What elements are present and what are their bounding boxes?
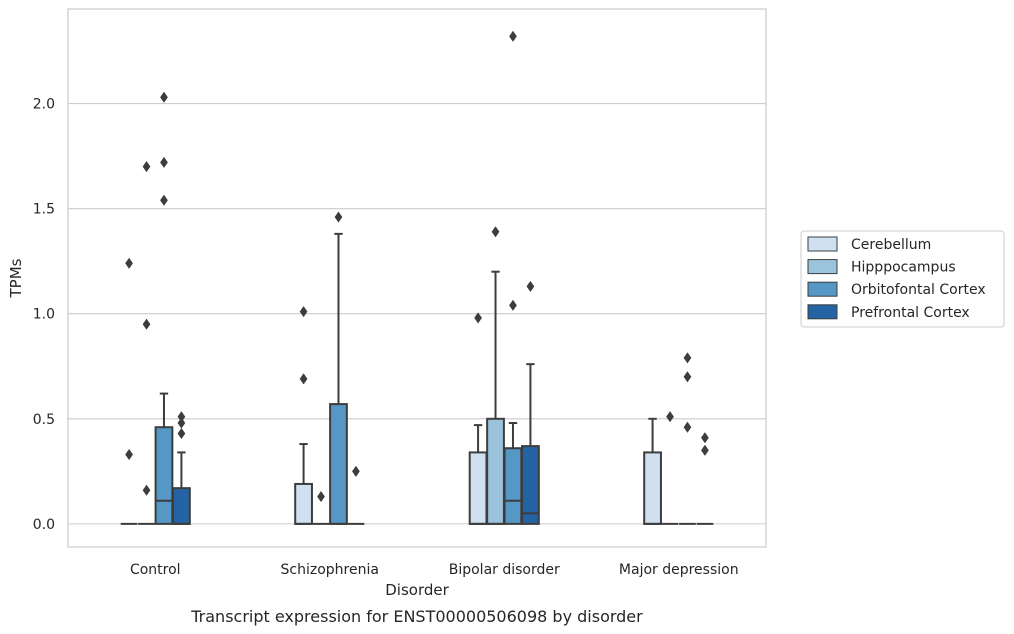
outlier-point xyxy=(352,465,360,477)
box-prefrontal-cortex xyxy=(172,411,191,525)
x-tick-labels: Control Schizophrenia Bipolar disorder Majo… xyxy=(130,562,739,578)
outlier-point xyxy=(177,411,186,423)
legend-swatch xyxy=(807,236,838,252)
outlier-point xyxy=(701,432,709,444)
outlier-point xyxy=(683,371,692,383)
legend-swatch xyxy=(807,304,838,320)
outlier-point xyxy=(160,156,168,169)
outlier-point xyxy=(509,299,517,311)
box-body xyxy=(468,451,488,525)
outlier-point xyxy=(299,373,308,385)
box-hipppocampus xyxy=(138,160,155,525)
legend-item: Hipppocampus xyxy=(807,259,956,276)
outlier-point xyxy=(177,427,186,440)
legend-item: Orbitofontal Cortex xyxy=(807,281,986,298)
outlier-point xyxy=(177,417,186,429)
box-hipppocampus xyxy=(312,490,330,525)
y-tick-label: 0.0 xyxy=(33,517,55,533)
legend-label: Hipppocampus xyxy=(851,260,956,276)
legend-item: Prefrontal Cortex xyxy=(807,304,970,321)
x-tick-label: Schizophrenia xyxy=(281,562,379,578)
x-tick-label: Control xyxy=(130,562,181,578)
y-tick-label: 1.5 xyxy=(33,202,55,218)
outlier-point xyxy=(160,91,168,103)
outlier-point xyxy=(701,444,709,456)
y-tick-label: 2.0 xyxy=(33,97,55,113)
legend-item: Cerebellum xyxy=(807,236,931,253)
legend-label: Prefrontal Cortex xyxy=(851,305,970,321)
legend-label: Orbitofontal Cortex xyxy=(851,282,986,298)
box-prefrontal-cortex xyxy=(521,280,540,525)
x-tick-label: Major depression xyxy=(619,562,739,578)
box-cerebellum xyxy=(294,305,313,525)
y-tick-label: 0.5 xyxy=(33,412,55,428)
legend: Cerebellum Hipppocampus Orbitofontal Corte… xyxy=(800,230,1005,328)
legend-swatch xyxy=(807,259,838,275)
outlier-point xyxy=(125,448,133,461)
legend-items: Cerebellum Hipppocampus Orbitofontal Corte… xyxy=(807,236,986,321)
box-prefrontal-cortex xyxy=(347,465,365,525)
box-body xyxy=(154,426,174,525)
outlier-point xyxy=(334,211,343,223)
outlier-point xyxy=(491,226,500,238)
box-body xyxy=(172,487,191,525)
box-body xyxy=(503,447,523,525)
box-body xyxy=(294,482,313,525)
outlier-point xyxy=(683,421,692,433)
box-orbitofontal-cortex xyxy=(503,30,523,525)
outlier-point xyxy=(142,160,151,173)
outlier-point xyxy=(526,280,535,293)
outlier-point xyxy=(509,30,517,42)
box-hipppocampus xyxy=(486,226,505,525)
box-orbitofontal-cortex xyxy=(154,91,174,525)
outlier-point xyxy=(142,318,151,330)
x-axis-title: Disorder xyxy=(385,581,449,599)
legend-frame xyxy=(800,230,1005,328)
box-prefrontal-cortex xyxy=(696,432,714,525)
box-cerebellum xyxy=(120,257,138,525)
box-orbitofontal-cortex xyxy=(329,211,348,525)
y-axis-title: TPMs xyxy=(7,258,25,298)
figure-caption: Transcript expression for ENST0000050609… xyxy=(190,607,643,626)
outlier-point xyxy=(160,194,168,206)
box-body xyxy=(521,445,540,525)
box-body xyxy=(329,403,348,525)
y-tick-labels: 0.0 0.5 1.0 1.5 2.0 xyxy=(33,97,55,533)
outlier-point xyxy=(142,484,151,496)
legend-swatch xyxy=(807,281,838,297)
box-body xyxy=(486,417,505,525)
outlier-point xyxy=(666,411,674,423)
box-groups xyxy=(120,30,714,525)
box-cerebellum xyxy=(468,312,488,525)
outlier-point xyxy=(683,352,692,364)
outlier-point xyxy=(299,305,308,318)
box-orbitofontal-cortex xyxy=(679,352,696,525)
outlier-point xyxy=(317,490,325,503)
box-cerebellum xyxy=(643,417,662,525)
y-tick-label: 1.0 xyxy=(33,307,55,323)
outlier-point xyxy=(125,257,133,269)
box-hipppocampus xyxy=(661,411,679,525)
legend-label: Cerebellum xyxy=(851,237,931,253)
box-body xyxy=(643,451,662,525)
outlier-point xyxy=(474,312,482,324)
x-tick-label: Bipolar disorder xyxy=(449,562,560,578)
plot-area-frame xyxy=(67,8,767,548)
